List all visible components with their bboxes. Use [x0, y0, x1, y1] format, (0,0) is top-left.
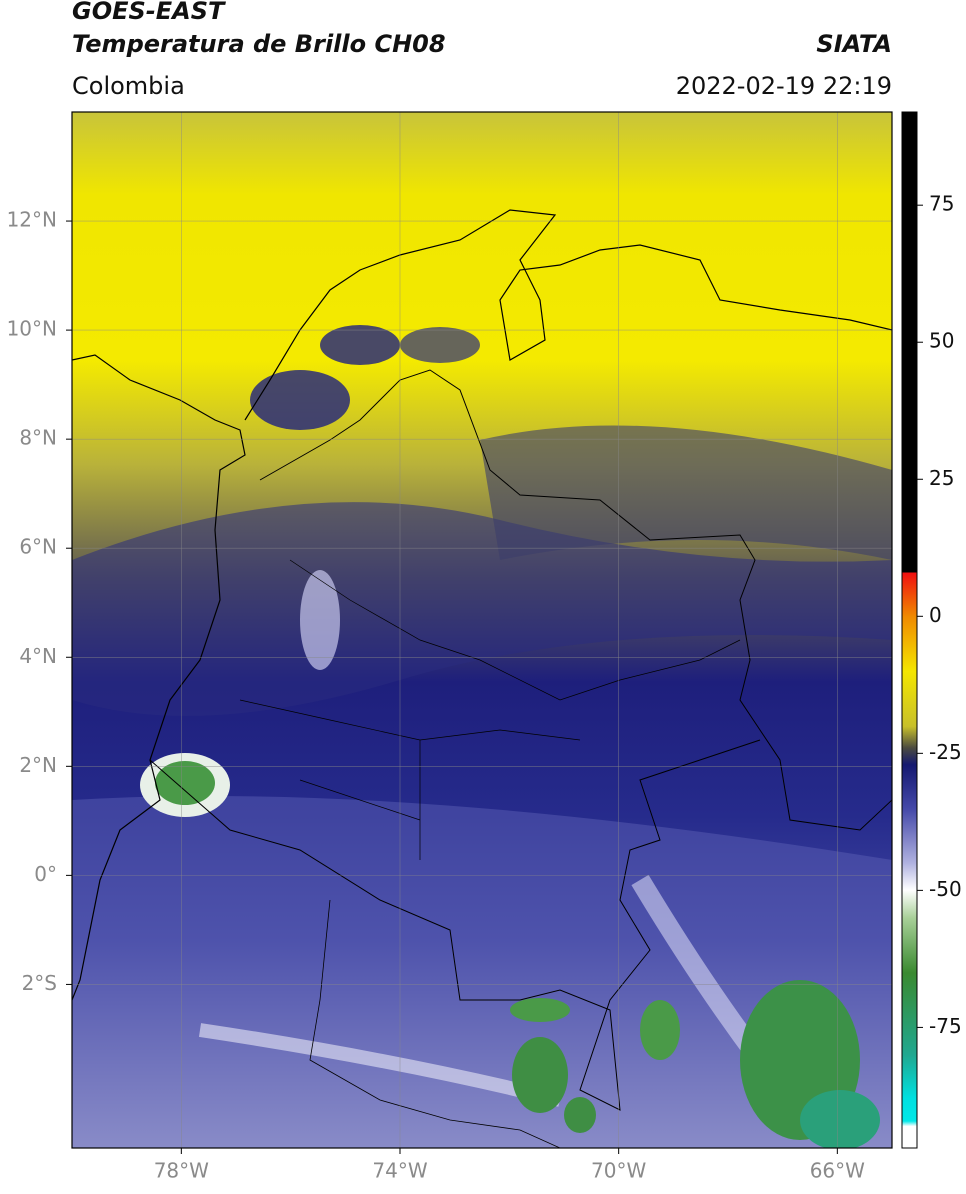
lat-tick-label: 2°S	[22, 971, 57, 995]
colorbar-tick-label: 50	[929, 329, 954, 353]
colorbar-tick-label: -75	[929, 1014, 962, 1038]
lat-tick-label: 10°N	[7, 317, 57, 341]
colorbar	[901, 111, 918, 1149]
lat-tick-label: 0°	[34, 862, 57, 886]
satellite-image	[72, 112, 892, 1148]
subtitle: Temperatura de Brillo CH08	[72, 30, 446, 58]
lon-tick-label: 78°W	[154, 1159, 209, 1183]
lon-tick-label: 74°W	[372, 1159, 427, 1183]
colorbar-tick-label: -25	[929, 740, 962, 764]
lat-tick-label: 6°N	[19, 535, 57, 559]
lat-tick-label: 12°N	[7, 208, 57, 232]
source: SIATA	[816, 30, 892, 58]
map-frame	[71, 111, 893, 1149]
lon-tick-label: 70°W	[591, 1159, 646, 1183]
lat-tick-label: 2°N	[19, 753, 57, 777]
datetime: 2022-02-19 22:19	[676, 72, 892, 100]
colorbar-tick-label: -50	[929, 877, 962, 901]
colorbar-tick-label: 75	[929, 192, 954, 216]
colorbar-ticks: 75 50 25 0 -25 -50 -75	[917, 192, 962, 1038]
graticule	[66, 112, 892, 1154]
lon-tick-label: 66°W	[810, 1159, 865, 1183]
region: Colombia	[72, 72, 185, 100]
lat-tick-label: 8°N	[19, 426, 57, 450]
colorbar-tick-label: 25	[929, 466, 954, 490]
title: GOES-EAST	[72, 0, 226, 25]
lat-tick-label: 4°N	[19, 644, 57, 668]
colorbar-tick-label: 0	[929, 603, 942, 627]
